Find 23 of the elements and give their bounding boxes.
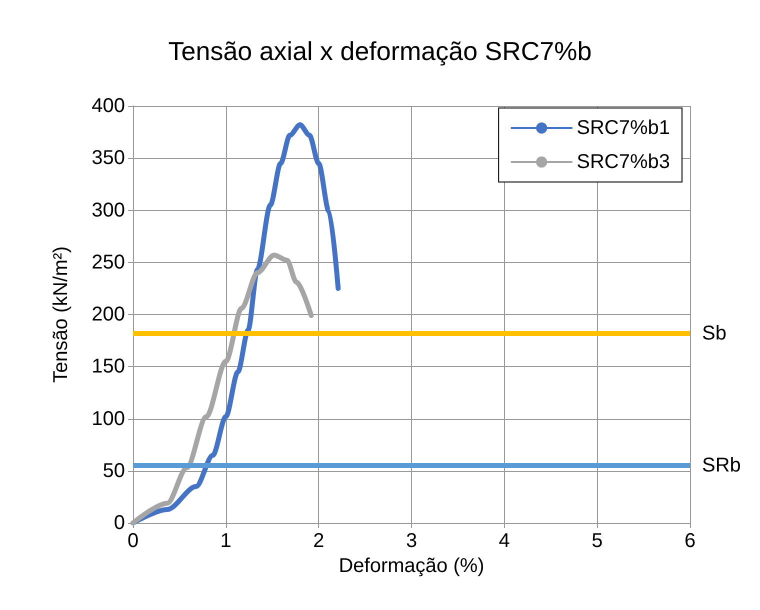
legend-label: SRC7%b3	[576, 151, 670, 173]
x-tick-label: 5	[592, 530, 603, 552]
x-tick-label: 4	[498, 530, 510, 552]
x-tick-label: 0	[127, 530, 139, 552]
x-tick-label: 6	[684, 530, 696, 552]
x-tick-label: 2	[313, 530, 324, 552]
x-tick-label: 3	[406, 530, 418, 552]
y-tick-label: 150	[92, 356, 125, 378]
y-tick-label: 50	[102, 460, 125, 482]
y-tick-label: 0	[114, 512, 125, 534]
ref-line-label: SRb	[702, 454, 741, 477]
x-axis-title: Deformação (%)	[338, 554, 484, 577]
y-tick-label: 250	[92, 251, 125, 274]
x-tick-label: 1	[220, 530, 232, 552]
y-tick-label: 300	[92, 199, 125, 222]
legend-label: SRC7%b1	[576, 117, 670, 139]
y-tick-label: 100	[92, 408, 125, 430]
y-axis-title: Tensão (kN/m²)	[50, 246, 72, 383]
ref-line-label: Sb	[702, 322, 726, 344]
y-tick-label: 350	[92, 147, 125, 170]
y-tick-label: 400	[92, 95, 125, 117]
y-tick-label: 200	[92, 304, 125, 326]
chart-title: Tensão axial x deformação SRC7%b	[168, 36, 592, 66]
